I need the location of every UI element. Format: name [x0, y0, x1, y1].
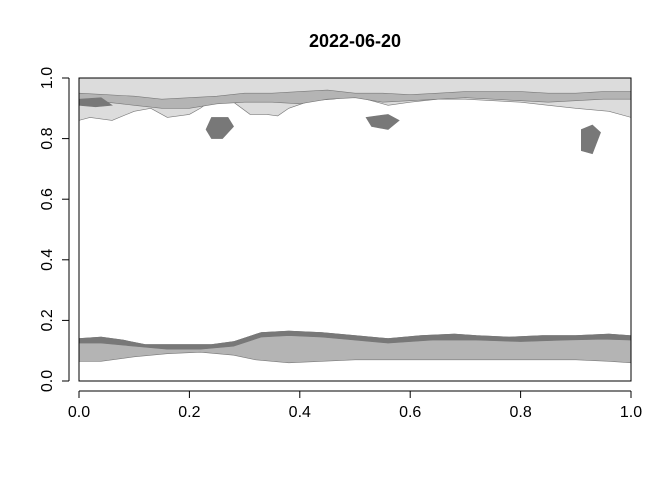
region-arctic-island-1	[205, 117, 234, 139]
x-tick-label: 0.0	[68, 404, 90, 421]
region-southern-dark-rim	[78, 330, 632, 350]
y-axis: 0.0 0.2 0.4 0.6 0.8 1.0	[39, 67, 70, 392]
plot-frame	[78, 77, 632, 382]
heatmap-layer	[78, 77, 632, 364]
region-arctic-island-2	[365, 114, 400, 130]
y-tick-label: 0.0	[39, 370, 56, 392]
x-tick-label: 0.8	[509, 404, 531, 421]
y-tick-label: 0.2	[39, 309, 56, 331]
y-tick-label: 0.6	[39, 188, 56, 210]
x-tick-label: 0.4	[289, 404, 311, 421]
x-axis: 0.0 0.2 0.4 0.6 0.8 1.0	[68, 390, 642, 421]
y-tick-label: 1.0	[39, 67, 56, 89]
y-tick-label: 0.8	[39, 127, 56, 149]
y-tick-label: 0.4	[39, 249, 56, 271]
x-tick-label: 0.6	[399, 404, 421, 421]
x-tick-label: 1.0	[620, 404, 642, 421]
chart-title: 2022-06-20	[309, 31, 401, 51]
region-arctic-island-3	[580, 124, 601, 155]
x-tick-label: 0.2	[178, 404, 200, 421]
